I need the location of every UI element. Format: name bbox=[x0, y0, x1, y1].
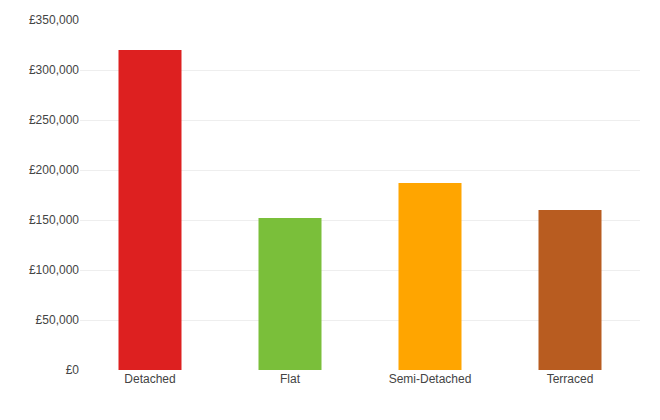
svg-text:Flat: Flat bbox=[280, 372, 301, 386]
svg-text:£100,000: £100,000 bbox=[29, 263, 79, 277]
svg-text:£250,000: £250,000 bbox=[29, 113, 79, 127]
svg-text:Terraced: Terraced bbox=[547, 372, 594, 386]
svg-text:£50,000: £50,000 bbox=[36, 313, 80, 327]
svg-text:£0: £0 bbox=[66, 363, 80, 377]
svg-text:Detached: Detached bbox=[124, 372, 175, 386]
svg-text:£200,000: £200,000 bbox=[29, 163, 79, 177]
svg-text:£150,000: £150,000 bbox=[29, 213, 79, 227]
svg-text:£300,000: £300,000 bbox=[29, 63, 79, 77]
svg-text:£350,000: £350,000 bbox=[29, 13, 79, 27]
svg-text:Semi-Detached: Semi-Detached bbox=[389, 372, 472, 386]
